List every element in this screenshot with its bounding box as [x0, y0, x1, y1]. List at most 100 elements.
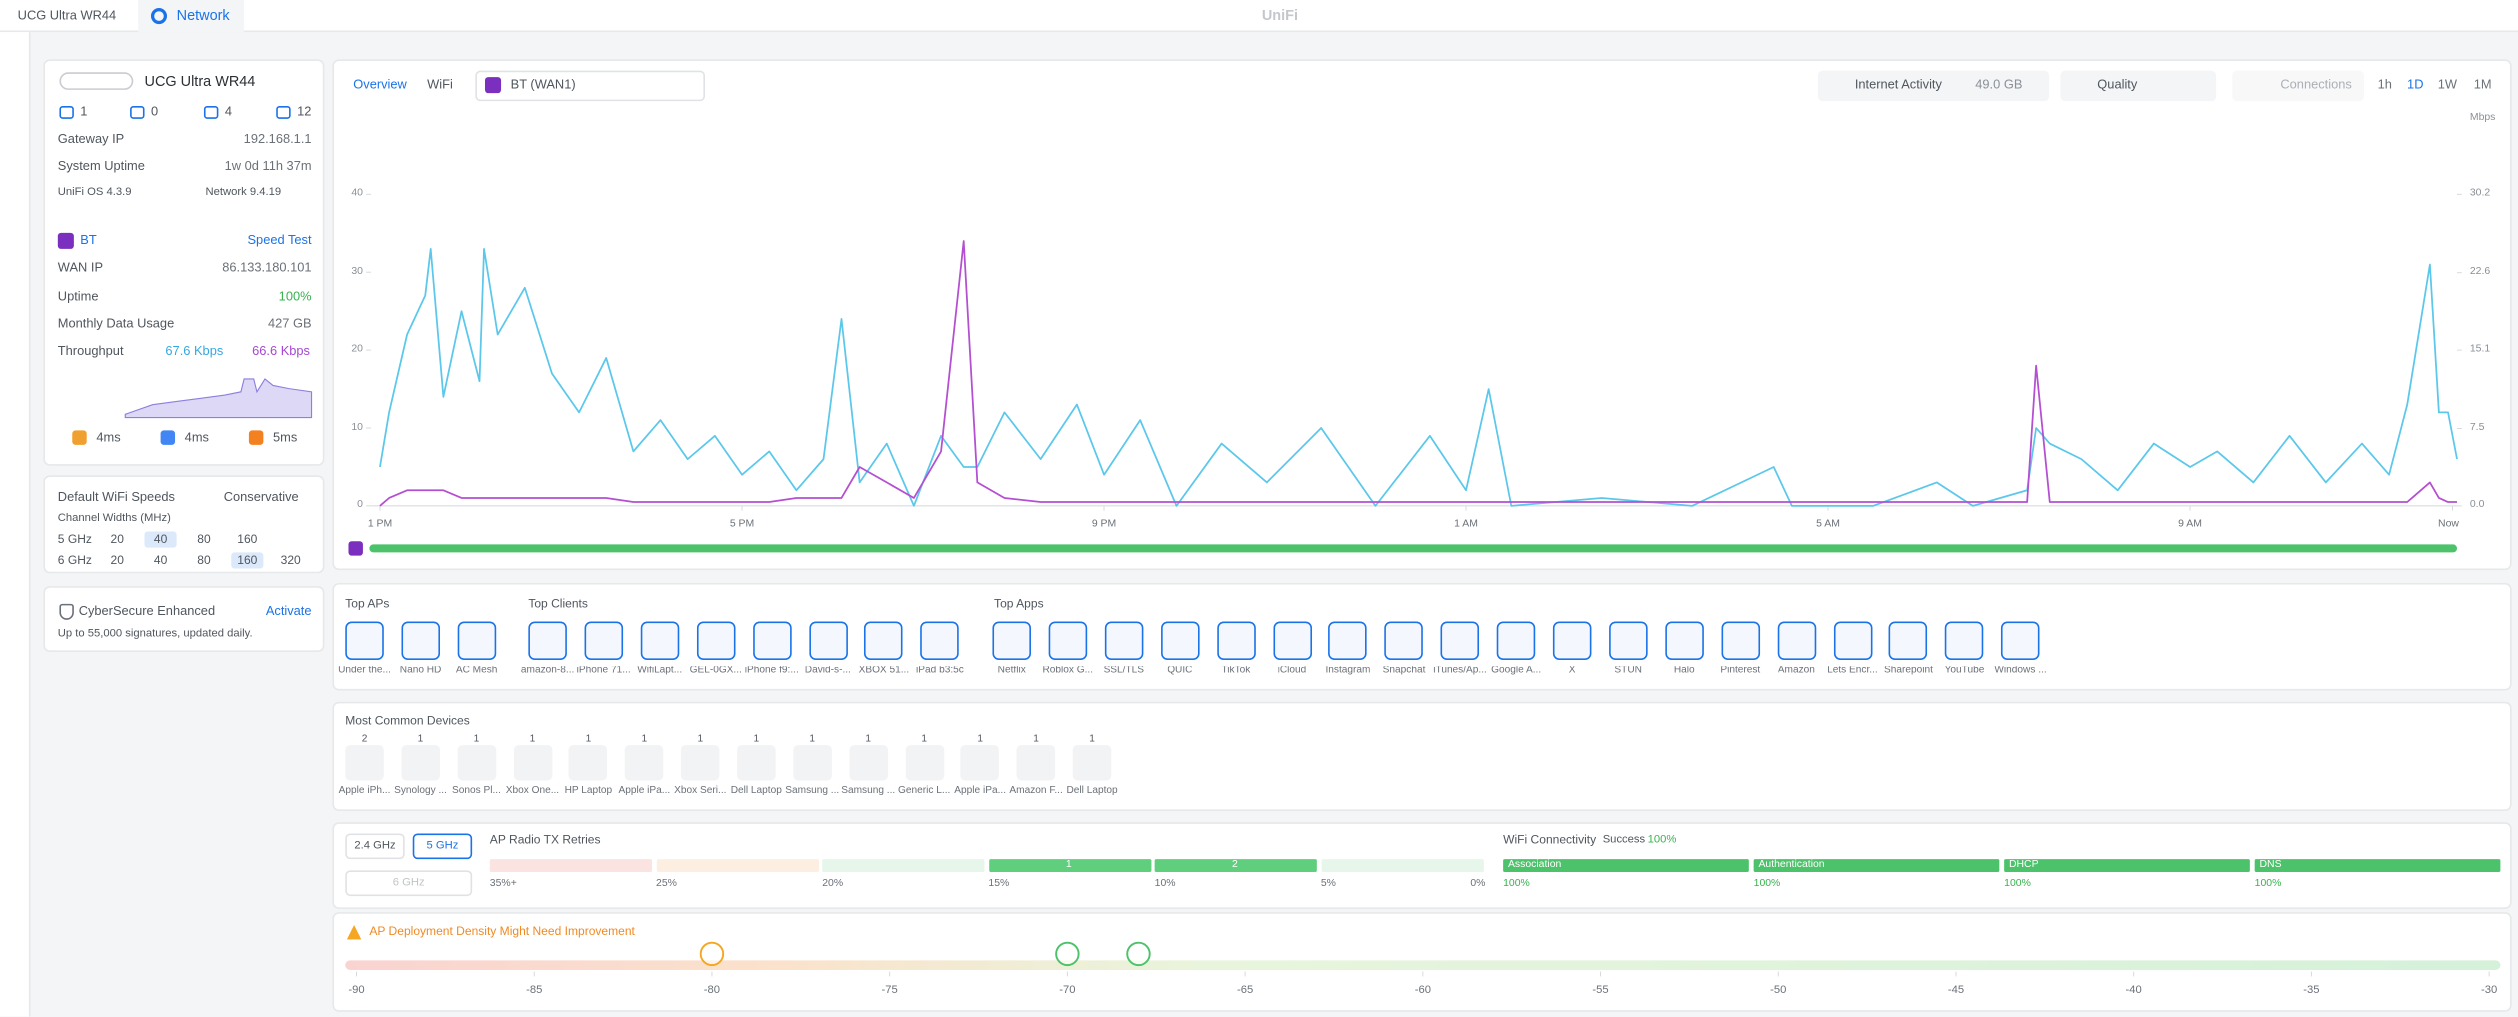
item-icon[interactable] — [457, 621, 496, 661]
label: Default WiFi Speeds — [57, 489, 175, 505]
width-option[interactable]: 40 — [153, 531, 168, 547]
activity-select[interactable] — [1817, 70, 2050, 102]
device-icon[interactable] — [625, 745, 664, 781]
width-option[interactable]: 160 — [237, 552, 258, 567]
item-icon[interactable] — [1272, 621, 1312, 661]
item-icon[interactable] — [808, 621, 848, 661]
width-option[interactable]: 40 — [153, 552, 168, 567]
ping-icon — [72, 430, 87, 445]
label: Throughput — [57, 343, 124, 359]
tab[interactable]: Overview — [353, 77, 407, 92]
item-icon[interactable] — [1160, 621, 1200, 661]
tab[interactable]: WiFi — [427, 77, 453, 92]
tick-label: -90 — [348, 985, 365, 997]
device-icon[interactable] — [737, 745, 776, 781]
quality-select[interactable] — [2060, 70, 2217, 102]
width-option[interactable]: 20 — [110, 552, 124, 567]
item-icon[interactable] — [752, 621, 792, 661]
band-button[interactable] — [345, 870, 473, 897]
range[interactable]: 1D — [2407, 77, 2424, 92]
item-icon[interactable] — [1328, 621, 1368, 661]
scale-label: 25% — [656, 878, 677, 890]
width-option[interactable]: 320 — [280, 552, 301, 567]
item-icon[interactable] — [1945, 621, 1984, 661]
tab[interactable]: Network — [176, 7, 230, 24]
width-selected — [231, 551, 264, 568]
section-title: Top Clients — [528, 596, 588, 611]
label: BT (WAN1) — [510, 77, 576, 92]
range[interactable]: 1W — [2437, 77, 2458, 92]
device-icon[interactable] — [345, 745, 384, 781]
item-icon[interactable] — [1048, 621, 1088, 661]
device-icon[interactable] — [1016, 745, 1056, 781]
band-button[interactable] — [345, 833, 405, 860]
item-icon[interactable] — [696, 621, 736, 661]
label: 86.133.180.101 — [222, 260, 312, 275]
label: 6 GHz — [57, 552, 92, 567]
device-icon[interactable] — [792, 745, 832, 781]
label: CyberSecure Enhanced — [78, 603, 216, 619]
device-icon[interactable] — [569, 745, 608, 781]
label: 5ms — [273, 430, 298, 445]
link[interactable]: Speed Test — [247, 232, 312, 248]
retry-segment — [1320, 859, 1484, 873]
width-option[interactable]: 160 — [237, 531, 258, 547]
width-option[interactable]: 80 — [197, 552, 211, 567]
item-icon[interactable] — [1552, 621, 1592, 661]
item-icon[interactable] — [1721, 621, 1760, 661]
item-icon[interactable] — [1496, 621, 1536, 661]
device-icon[interactable] — [904, 745, 944, 781]
item-icon[interactable] — [640, 621, 679, 661]
item-icon[interactable] — [345, 621, 384, 661]
count: 0 — [150, 104, 159, 119]
cybersecure-card — [43, 586, 325, 652]
device-icon[interactable] — [401, 745, 440, 781]
item-icon[interactable] — [1384, 621, 1424, 661]
item-icon[interactable] — [1833, 621, 1872, 661]
item-icon[interactable] — [992, 621, 1031, 661]
section-title: Most Common Devices — [345, 713, 470, 728]
link[interactable]: Activate — [265, 603, 312, 619]
item-icon[interactable] — [1608, 621, 1648, 661]
item-icon[interactable] — [528, 621, 567, 661]
device-icon[interactable] — [513, 745, 552, 781]
label: Network 9.4.19 — [205, 187, 282, 199]
item-icon[interactable] — [1777, 621, 1816, 661]
item-label: David-s-... — [804, 666, 851, 676]
item-label: iTunes/Ap... — [1433, 666, 1487, 676]
item-icon[interactable] — [920, 621, 960, 661]
item-icon[interactable] — [864, 621, 904, 661]
width-selected — [144, 531, 177, 548]
band-button[interactable] — [412, 833, 473, 860]
item-icon[interactable] — [2001, 621, 2040, 661]
item-icon[interactable] — [584, 621, 623, 661]
range[interactable]: 1h — [2377, 77, 2392, 92]
width-option[interactable]: 20 — [110, 531, 124, 547]
connections-select[interactable] — [2232, 70, 2364, 102]
item-icon[interactable] — [1440, 621, 1480, 661]
item-icon[interactable] — [1664, 621, 1704, 661]
x-tick-label: 1 AM — [1454, 518, 1478, 530]
item-label: HP Laptop — [564, 785, 613, 797]
tab[interactable]: UCG Ultra WR44 — [17, 8, 117, 23]
device-icon[interactable] — [457, 745, 496, 781]
item-icon[interactable] — [1104, 621, 1144, 661]
item-icon[interactable] — [1889, 621, 1928, 661]
dropdown[interactable]: Conservative — [223, 489, 299, 505]
device-icon[interactable] — [960, 745, 1000, 781]
step-name: Association — [1507, 858, 1562, 870]
width-option[interactable]: 80 — [197, 531, 211, 547]
device-icon[interactable] — [848, 745, 888, 781]
device-icon[interactable] — [1072, 745, 1112, 781]
item-icon[interactable] — [401, 621, 440, 661]
axis-label: Mbps — [2469, 112, 2496, 124]
range[interactable]: 1M — [2473, 77, 2492, 92]
status-icon — [348, 541, 363, 556]
item-label: amazon-8... — [520, 666, 575, 676]
retry-segment — [656, 859, 819, 873]
item-icon[interactable] — [1216, 621, 1256, 661]
label: 192.168.1.1 — [243, 131, 312, 147]
device-icon[interactable] — [681, 745, 720, 781]
ping-icon — [160, 430, 176, 445]
wan-select[interactable] — [475, 70, 705, 102]
